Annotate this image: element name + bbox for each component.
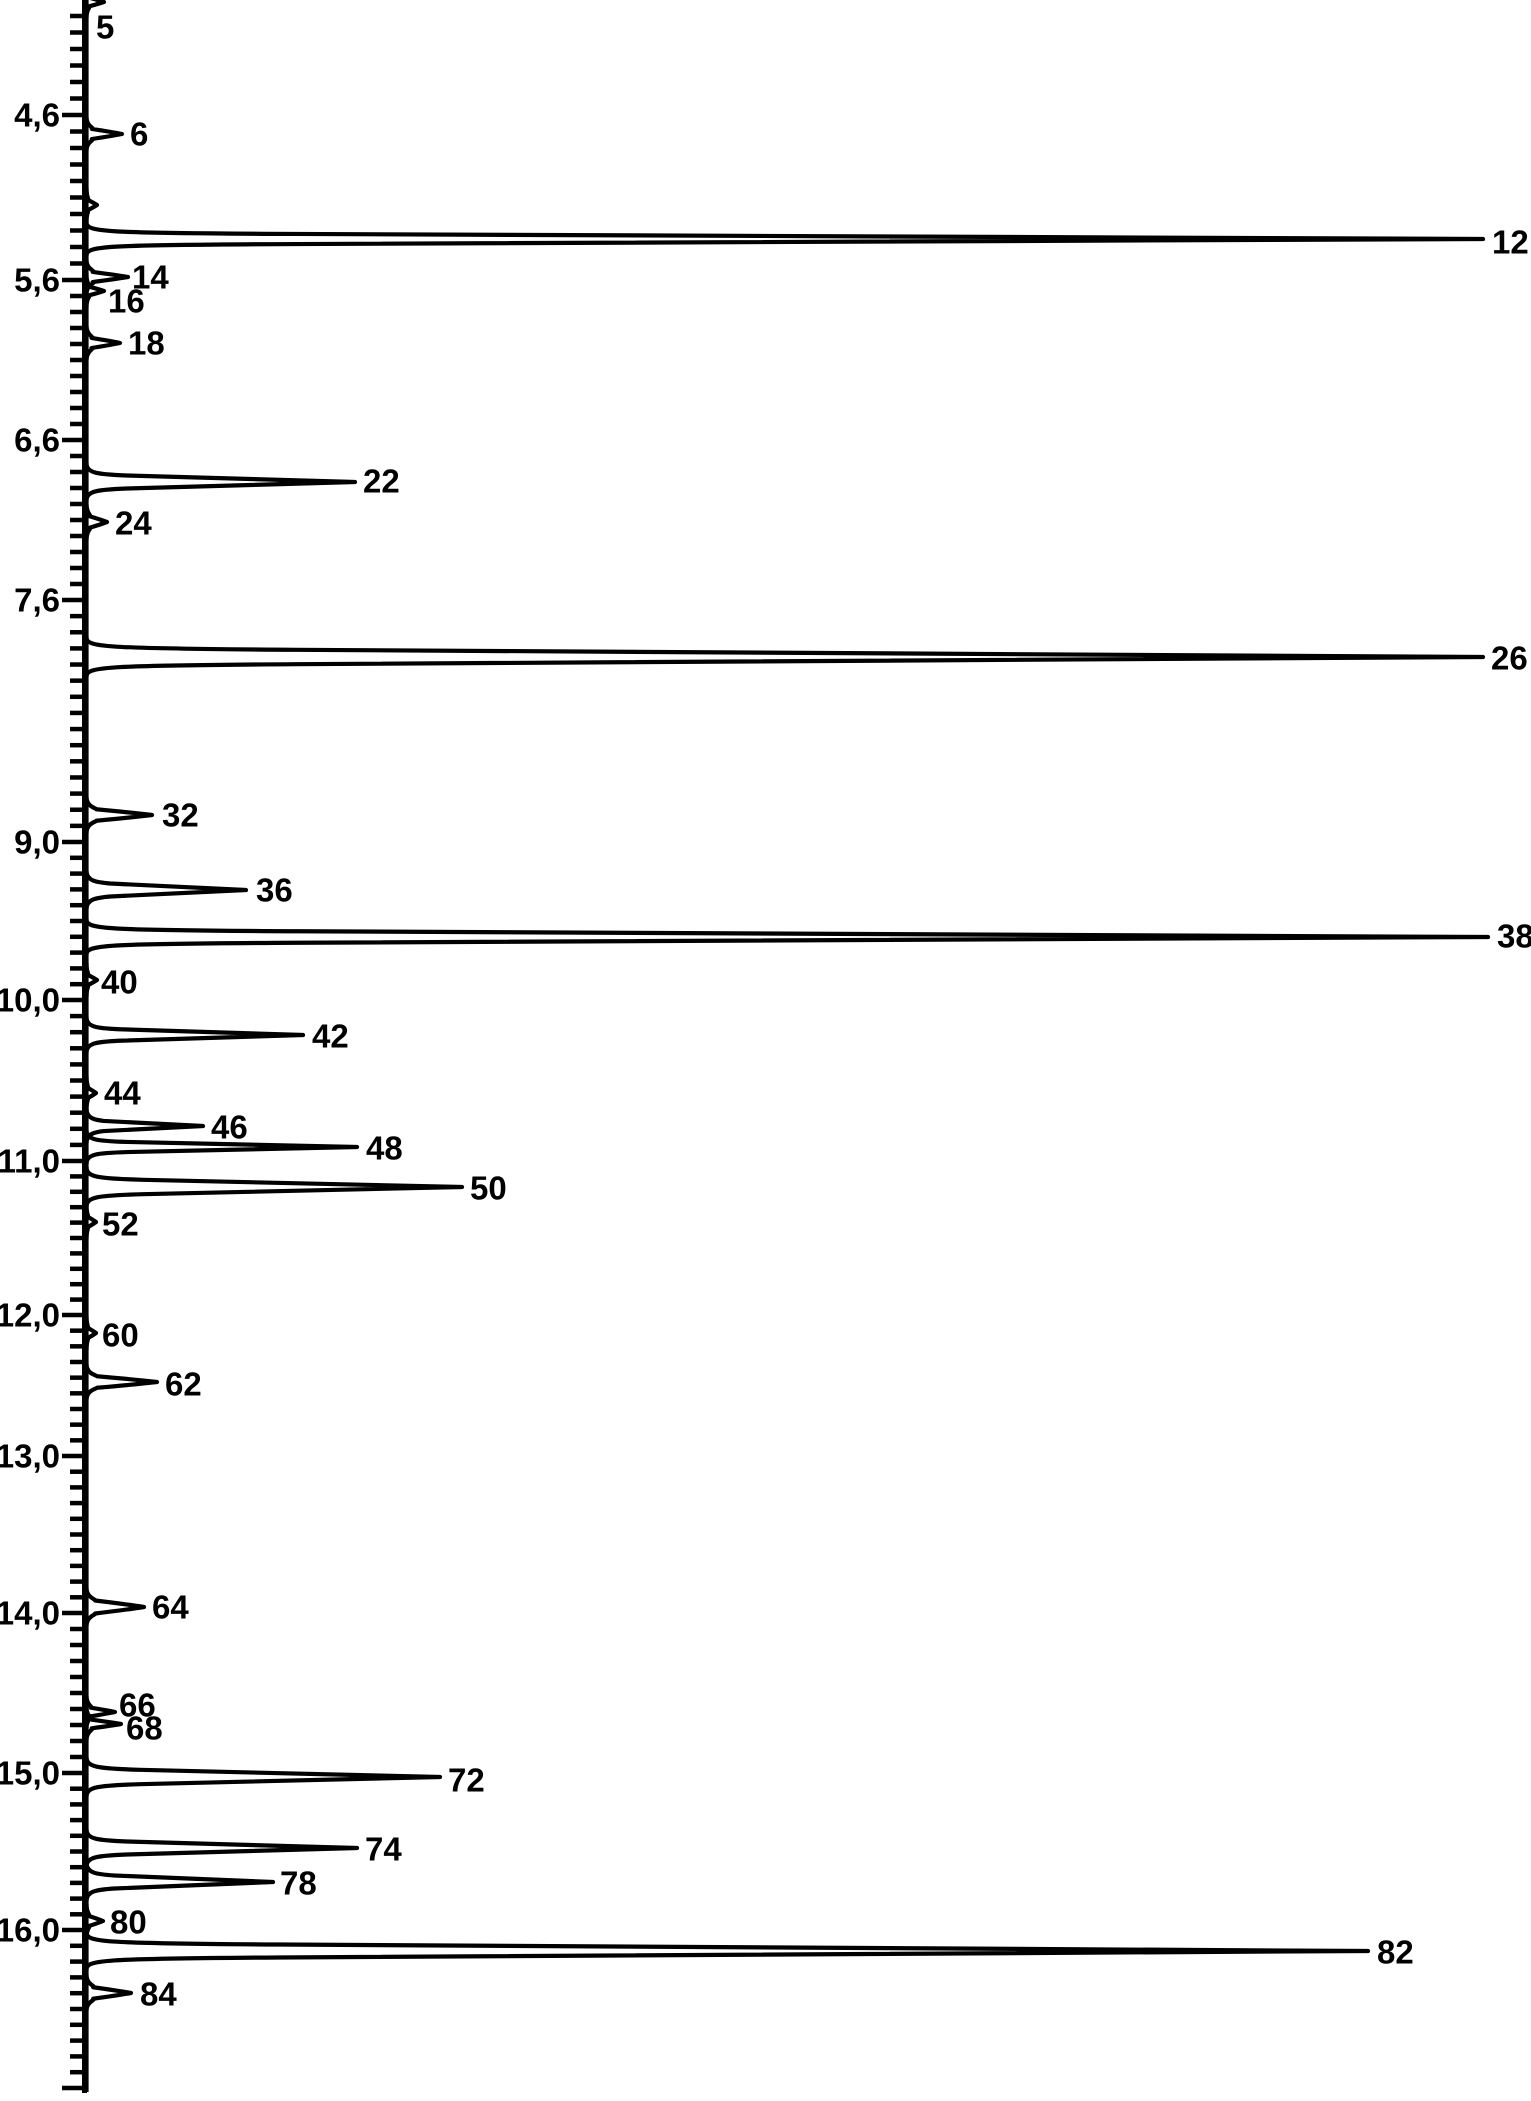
peak-label-50: 50 xyxy=(470,1170,507,1207)
peak-trace-26 xyxy=(84,634,1486,680)
peak-label-74: 74 xyxy=(365,1831,402,1868)
peak-label-22: 22 xyxy=(363,463,400,500)
peak-label-82: 82 xyxy=(1377,1934,1414,1971)
peak-label-68: 68 xyxy=(126,1710,163,1747)
axis-tick-label: 7,6 xyxy=(14,582,60,619)
peak-label-62: 62 xyxy=(165,1366,202,1403)
peak-trace-74 xyxy=(84,1826,360,1870)
peak-label-64: 64 xyxy=(152,1589,189,1626)
peak-label-6: 6 xyxy=(130,116,148,153)
peak-label-44: 44 xyxy=(104,1075,141,1112)
axis-tick-label: 11,0 xyxy=(0,1143,60,1180)
peak-label-84: 84 xyxy=(140,1976,177,2013)
peak-label-36: 36 xyxy=(256,872,293,909)
peak-trace-16 xyxy=(84,272,107,310)
peak-label-18: 18 xyxy=(128,325,165,362)
axis-tick-label: 10,0 xyxy=(0,982,60,1019)
peak-label-5: 5 xyxy=(96,9,114,46)
peak-trace-62 xyxy=(84,1361,160,1403)
peak-trace-32 xyxy=(84,794,155,836)
peak-label-42: 42 xyxy=(312,1018,349,1055)
peak-label-16: 16 xyxy=(108,283,145,320)
peak-label-48: 48 xyxy=(366,1130,403,1167)
peak-trace-12 xyxy=(84,219,1486,259)
peak-label-46: 46 xyxy=(211,1109,248,1146)
axis-tick-label: 15,0 xyxy=(0,1755,60,1792)
peak-label-72: 72 xyxy=(448,1762,485,1799)
peak-trace-68 xyxy=(84,1705,124,1743)
peak-label-14: 14 xyxy=(132,259,169,296)
axis-tick-label: 6,6 xyxy=(14,422,60,459)
peak-label-32: 32 xyxy=(162,797,199,834)
axis-tick-label: 9,0 xyxy=(14,824,60,861)
peak-label-80: 80 xyxy=(110,1904,147,1941)
peak-trace-14 xyxy=(84,257,131,297)
axis-tick-label: 4,6 xyxy=(14,97,60,134)
peak-label-60: 60 xyxy=(102,1317,139,1354)
peak-trace-60 xyxy=(84,1313,99,1353)
peak-label-26: 26 xyxy=(1491,640,1528,677)
peak-trace-36 xyxy=(84,868,249,912)
axis-tick-label: 13,0 xyxy=(0,1438,60,1475)
peak-trace-40 xyxy=(84,960,100,1000)
peak-trace-5 xyxy=(84,0,107,21)
peak-trace-78 xyxy=(84,1860,276,1904)
peak-trace-6 xyxy=(84,114,125,154)
peak-trace-48 xyxy=(84,1127,360,1167)
peak-label-38: 38 xyxy=(1497,918,1531,955)
peak-label-78: 78 xyxy=(280,1865,317,1902)
peak-trace-52 xyxy=(84,1202,99,1242)
peak-trace-42 xyxy=(84,1014,306,1056)
peak-trace-46 xyxy=(84,1106,206,1146)
axis-tick-label: 5,6 xyxy=(14,262,60,299)
peak-trace-50 xyxy=(84,1164,465,1210)
peak-trace-82 xyxy=(84,1929,1371,1973)
peak-label-24: 24 xyxy=(115,505,152,542)
axis-tick-label: 16,0 xyxy=(0,1912,60,1949)
peak-label-12: 12 xyxy=(1492,224,1529,261)
peak-trace-44 xyxy=(84,1073,99,1113)
peak-trace-72 xyxy=(84,1754,443,1800)
axis-tick-label: 14,0 xyxy=(0,1595,60,1632)
peak-trace-80 xyxy=(84,1901,106,1941)
peak-trace-22 xyxy=(84,460,358,504)
peak-trace-38 xyxy=(84,916,1491,958)
peak-trace-64 xyxy=(84,1585,147,1629)
peak-trace-24 xyxy=(84,501,110,543)
peak-label-40: 40 xyxy=(101,964,138,1001)
peak-trace-unlabeled xyxy=(84,185,100,225)
peak-trace-84 xyxy=(84,1972,134,2014)
peak-label-66: 66 xyxy=(119,1687,156,1724)
peak-trace-18 xyxy=(84,323,123,363)
peak-label-52: 52 xyxy=(102,1206,139,1243)
axis-tick-label: 12,0 xyxy=(0,1297,60,1334)
